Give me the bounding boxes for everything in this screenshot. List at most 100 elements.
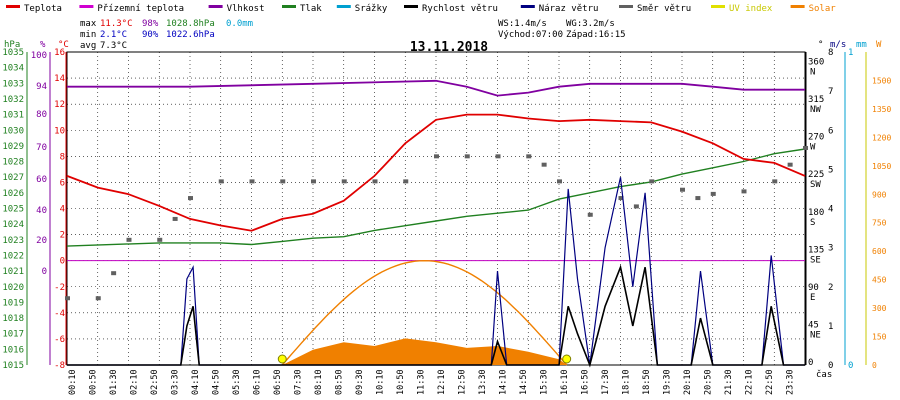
tick-hpa: 1030 (2, 126, 24, 136)
legend-swatch (282, 5, 296, 8)
wind-direction-point (218, 179, 224, 184)
tick-direction: 225 (808, 170, 824, 180)
wind-direction-point (172, 216, 178, 221)
stats-min-hum: 90% (142, 30, 159, 40)
tick-w: 900 (872, 190, 887, 199)
tick-x: 10:10 (376, 369, 386, 395)
tick-x: 20:50 (704, 369, 714, 395)
tick-x: 16:10 (560, 369, 570, 395)
tick-pct: 40 (36, 206, 47, 216)
tick-x: 12:50 (458, 369, 468, 395)
tick-hpa: 1034 (2, 64, 24, 74)
wind-direction-point (803, 145, 808, 150)
tick-direction: 135 (808, 245, 824, 255)
wind-direction-point (403, 179, 409, 184)
tick-direction-name: E (810, 293, 815, 303)
legend-swatch (711, 5, 725, 8)
tick-mm: 0 (848, 361, 853, 371)
stats-avg-temp: 7.3°C (100, 41, 127, 51)
tick-x: 14:10 (499, 369, 509, 395)
legend-label: Srážky (355, 4, 388, 14)
tick-direction-name: S (810, 218, 815, 228)
tick-ms: 8 (828, 48, 833, 58)
tick-direction-name: SE (810, 255, 821, 265)
legend-swatch (336, 5, 351, 8)
wind-direction-point (587, 212, 593, 217)
tick-x: 15:30 (540, 369, 550, 395)
tick-x: 03:30 (171, 369, 181, 395)
tick-w: 600 (872, 247, 887, 256)
tick-direction-name: NE (810, 330, 821, 340)
tick-w: 0 (872, 361, 877, 370)
tick-degc: 16 (54, 48, 65, 58)
legend-label: UV index (729, 4, 773, 14)
tick-pct: 80 (36, 110, 47, 120)
tick-x: 08:10 (314, 369, 324, 395)
tick-ms: 6 (828, 126, 833, 136)
wind-direction-point (526, 154, 532, 159)
tick-x: 19:30 (663, 369, 673, 395)
tick-hpa: 1032 (2, 95, 24, 105)
axis-unit-mm: mm (856, 40, 867, 50)
stats-avg-label: avg (80, 41, 96, 51)
tick-w: 300 (872, 304, 887, 313)
wind-speed-series (67, 264, 805, 368)
wind-direction-point (372, 179, 378, 184)
wind-direction-point (680, 187, 685, 192)
tick-degc: 4 (60, 205, 65, 215)
tick-ms: 0 (828, 361, 833, 371)
tick-w: 1350 (872, 105, 891, 114)
wind-direction-point (126, 237, 132, 242)
tick-hpa: 1020 (2, 283, 24, 293)
tick-direction: 315 (808, 95, 824, 105)
stats-sunset: Západ:16:15 (566, 30, 626, 40)
stats-min-label: min (80, 30, 96, 40)
tick-x: 02:10 (130, 369, 140, 395)
stats-min-temp: 2.1°C (100, 30, 127, 40)
wind-direction-point (710, 191, 716, 196)
tick-degc: 8 (60, 152, 65, 162)
tick-direction: 180 (808, 208, 824, 218)
wind-direction-point (787, 162, 793, 167)
wind-direction-point (341, 179, 347, 184)
tick-x: 13:30 (478, 369, 488, 395)
tick-x: 06:50 (273, 369, 283, 395)
axis-unit-hpa: hPa (4, 40, 20, 50)
tick-x: 00:50 (89, 369, 99, 395)
tick-hpa: 1017 (2, 330, 24, 340)
tick-hpa: 1026 (2, 189, 24, 199)
pressure-series (66, 148, 806, 247)
stats-max-rain: 0.0mm (226, 19, 253, 29)
tick-x: 18:50 (642, 369, 652, 395)
legend-label: Náraz větru (539, 4, 599, 14)
stats-max-temp: 11.3°C (100, 19, 133, 29)
tick-x: 00:10 (68, 369, 78, 395)
tick-x: 20:10 (683, 369, 693, 395)
tick-hpa: 1029 (2, 142, 24, 152)
stats-sunrise: Východ:07:00 (498, 30, 563, 40)
legend-label: Vlhkost (227, 4, 265, 14)
tick-hpa: 1018 (2, 314, 24, 324)
tick-hpa: 1024 (2, 220, 24, 230)
wind-direction-point (541, 162, 547, 167)
tick-pct: 70 (36, 143, 47, 153)
tick-direction: 360 (808, 58, 824, 68)
legend-swatch (619, 5, 633, 8)
tick-x: 05:30 (232, 369, 242, 395)
stats-max-hum: 98% (142, 19, 159, 29)
legend-swatch (6, 5, 20, 8)
tick-x: 10:50 (396, 369, 406, 395)
legend-label: Směr větru (637, 4, 691, 14)
tick-x: 22:50 (765, 369, 775, 395)
wind-direction-point (311, 179, 316, 184)
tick-ms: 3 (828, 244, 833, 254)
tick-w: 1500 (872, 76, 891, 85)
tick-x: 04:10 (191, 369, 201, 395)
legend-swatch (404, 5, 418, 8)
legend-label: Teplota (24, 4, 62, 14)
tick-x: 22:10 (745, 369, 755, 395)
tick-degc: 2 (60, 231, 65, 241)
tick-ms: 1 (828, 322, 833, 332)
tick-x: 11:30 (417, 369, 427, 395)
